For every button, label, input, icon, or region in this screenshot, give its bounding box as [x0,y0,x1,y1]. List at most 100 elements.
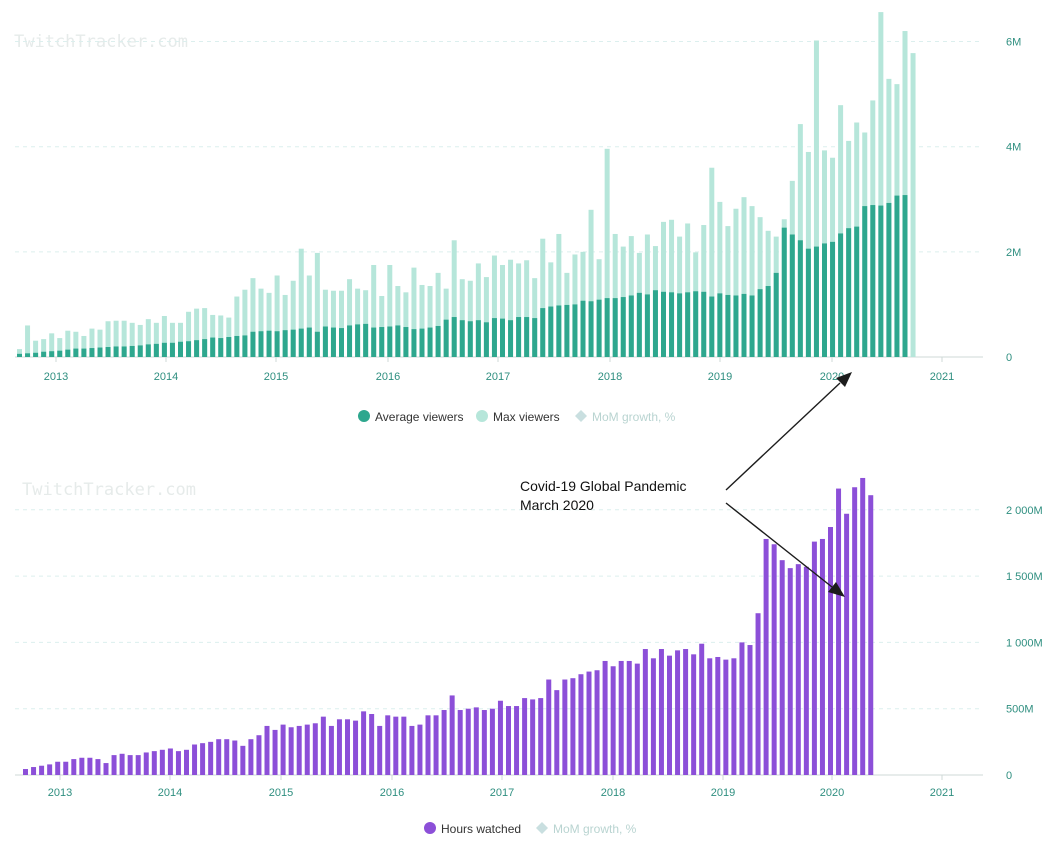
hours-watched-bar[interactable] [586,671,592,775]
average-viewers-bar[interactable] [588,301,594,357]
average-viewers-bar[interactable] [314,331,320,357]
average-viewers-bar[interactable] [435,325,441,357]
average-viewers-bar[interactable] [202,339,208,357]
hours-watched-bar[interactable] [522,698,528,775]
max-viewers-bar[interactable] [218,315,224,357]
max-viewers-bar[interactable] [274,275,280,357]
hours-watched-bar[interactable] [618,660,624,775]
average-viewers-bar[interactable] [475,320,481,357]
average-viewers-bar[interactable] [677,293,683,357]
max-viewers-bar[interactable] [105,321,111,357]
average-viewers-bar[interactable] [709,296,715,357]
average-viewers-bar[interactable] [121,346,127,357]
max-viewers-bar[interactable] [838,105,844,357]
legend-mom-growth-bottom[interactable]: MoM growth, % [553,822,637,836]
max-viewers-bar[interactable] [339,290,344,357]
average-viewers-bar[interactable] [661,291,666,357]
max-viewers-bar[interactable] [65,330,71,357]
average-viewers-bar[interactable] [89,348,95,357]
hours-watched-bar[interactable] [184,749,189,775]
average-viewers-bar[interactable] [822,243,827,357]
max-viewers-bar[interactable] [540,238,546,357]
average-viewers-bar[interactable] [564,304,570,357]
hours-watched-bar[interactable] [385,715,391,775]
hours-watched-bar[interactable] [441,710,447,775]
average-viewers-bar[interactable] [491,318,497,357]
hours-watched-bar[interactable] [47,764,53,775]
average-viewers-bar[interactable] [363,323,369,357]
hours-watched-bar[interactable] [361,711,367,775]
hours-watched-bar[interactable] [119,753,125,775]
hours-watched-bar[interactable] [369,714,375,775]
average-viewers-bar[interactable] [258,331,264,357]
max-viewers-bar[interactable] [137,324,143,357]
max-viewers-bar[interactable] [717,201,723,357]
hours-watched-bar[interactable] [763,538,769,775]
legend-mom-growth-top[interactable]: MoM growth, % [592,410,676,424]
hours-watched-bar[interactable] [248,739,254,775]
hours-watched-bar[interactable] [836,488,842,775]
max-viewers-bar[interactable] [475,263,481,357]
average-viewers-bar[interactable] [97,347,103,357]
hours-watched-bar[interactable] [683,649,689,775]
average-viewers-bar[interactable] [113,346,119,357]
hours-watched-bar[interactable] [699,643,705,775]
hours-watched-bar[interactable] [723,659,729,775]
average-viewers-bar[interactable] [49,351,55,357]
max-viewers-bar[interactable] [306,275,312,357]
average-viewers-bar[interactable] [339,328,344,357]
hours-watched-bar[interactable] [264,725,270,775]
average-viewers-bar[interactable] [652,290,658,357]
max-viewers-bar[interactable] [17,349,22,357]
average-viewers-bar[interactable] [411,329,417,357]
average-viewers-bar[interactable] [194,340,200,357]
hours-watched-bar[interactable] [127,755,133,775]
hours-watched-bar[interactable] [377,725,383,775]
average-viewers-bar[interactable] [427,327,433,357]
max-viewers-bar[interactable] [813,40,819,358]
max-viewers-bar[interactable] [467,280,473,357]
max-viewers-bar[interactable] [556,233,562,357]
average-viewers-bar[interactable] [636,292,642,357]
average-viewers-bar[interactable] [862,206,868,357]
average-viewers-bar[interactable] [443,319,449,357]
average-viewers-bar[interactable] [451,317,457,357]
hours-watched-bar[interactable] [554,690,560,775]
max-viewers-bar[interactable] [290,280,296,357]
average-viewers-bar[interactable] [467,321,473,357]
max-viewers-bar[interactable] [41,339,47,357]
average-viewers-bar[interactable] [65,349,71,357]
max-viewers-bar[interactable] [169,322,175,357]
average-viewers-bar[interactable] [749,295,755,357]
max-viewers-bar[interactable] [89,328,95,357]
average-viewers-bar[interactable] [17,353,22,357]
hours-watched-bar[interactable] [739,642,745,775]
hours-watched-bar[interactable] [506,706,511,775]
hours-watched-bar[interactable] [860,477,866,775]
hours-watched-bar[interactable] [159,749,165,775]
hours-watched-bar[interactable] [401,716,407,775]
hours-watched-bar[interactable] [87,757,93,775]
max-viewers-bar[interactable] [258,288,264,357]
hours-watched-bar[interactable] [63,761,69,775]
hours-watched-bar[interactable] [642,649,648,775]
average-viewers-bar[interactable] [669,292,675,357]
average-viewers-bar[interactable] [733,295,739,357]
max-viewers-bar[interactable] [669,219,675,357]
average-viewers-bar[interactable] [540,308,546,357]
average-viewers-bar[interactable] [298,328,304,357]
hours-watched-bar[interactable] [795,564,801,775]
max-viewers-bar[interactable] [347,279,353,357]
average-viewers-bar[interactable] [274,331,280,357]
average-viewers-bar[interactable] [604,298,610,357]
hours-watched-bar[interactable] [393,716,399,775]
max-viewers-bar[interactable] [612,233,618,357]
average-viewers-bar[interactable] [250,331,256,357]
hours-watched-bar[interactable] [530,699,536,775]
hours-watched-bar[interactable] [691,654,697,775]
hours-watched-bar[interactable] [634,663,640,775]
average-viewers-bar[interactable] [57,350,63,357]
hours-watched-bar[interactable] [200,743,206,775]
average-viewers-bar[interactable] [532,318,538,357]
hours-watched-bar[interactable] [626,660,632,775]
